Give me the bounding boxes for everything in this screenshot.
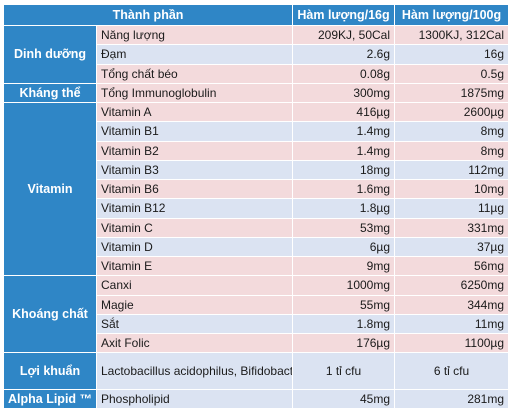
component-name: Vitamin E: [95, 255, 294, 277]
category-vitamin: Vitamin: [3, 101, 97, 277]
component-name: Canxi: [95, 275, 294, 296]
amount-100g: 8mg: [394, 121, 510, 142]
component-name: Phospholipid: [95, 388, 294, 410]
component-name: Vitamin B3: [95, 159, 294, 181]
amount-16g: 1.6mg: [292, 178, 396, 200]
table-row: Vitamin Vitamin A 416µg 2600µg: [3, 101, 510, 277]
table-body: Dinh dưỡng Năng lượng 209KJ, 50Cal 1300KJ, …: [3, 24, 510, 410]
amount-100g: 1300KJ, 312Cal: [394, 24, 510, 46]
table-row: Khoáng chất Canxi 1000mg 6250mg: [3, 275, 510, 354]
table-row: Vitamin C 53mg 331mg: [4, 217, 510, 238]
component-name: Lactobacillus acidophilus, Bifidobacteri…: [95, 352, 294, 390]
amount-16g: 1000mg: [292, 275, 396, 296]
amount-100g: 0.5g: [394, 63, 510, 84]
header-component: Thành phần: [2, 4, 294, 26]
table-row: Kháng thể Tổng Immunoglobulin 300mg 1875mg: [3, 82, 510, 104]
table-row: Đạm 2.6g 16g: [4, 44, 510, 65]
amount-100g: 281mg: [394, 388, 510, 410]
amount-16g: 300mg: [292, 82, 396, 104]
amount-16g: 1 tỉ cfu: [292, 352, 396, 390]
amount-16g: 176µg: [292, 332, 396, 354]
amount-16g: 53mg: [292, 217, 396, 238]
amount-100g: 6 tỉ cfu: [394, 352, 510, 390]
component-name: Tổng Immunoglobulin: [95, 82, 294, 104]
amount-100g: 10mg: [394, 178, 510, 200]
component-name: Tổng chất béo: [95, 63, 294, 84]
category-probiotics: Lợi khuẩn: [3, 352, 97, 390]
amount-16g: 9mg: [292, 255, 396, 277]
amount-16g: 55mg: [292, 294, 396, 315]
table-row: Vitamin E 9mg 56mg: [4, 255, 510, 277]
component-name: Vitamin B6: [95, 178, 294, 200]
header-amount-16g: Hàm lượng/16g: [292, 4, 396, 26]
component-name: Vitamin D: [95, 236, 294, 258]
amount-16g: 6µg: [292, 236, 396, 258]
amount-100g: 56mg: [394, 255, 510, 277]
amount-100g: 37µg: [394, 236, 510, 258]
amount-16g: 416µg: [292, 101, 396, 123]
component-name: Vitamin B2: [95, 140, 294, 161]
table-row: Vitamin B3 18mg 112mg: [4, 159, 510, 181]
table-row: Alpha Lipid ™ Phospholipid 45mg 281mg: [3, 388, 510, 410]
component-name: Vitamin C: [95, 217, 294, 238]
table-row: Tổng chất béo 0.08g 0.5g: [4, 63, 510, 84]
amount-16g: 2.6g: [292, 44, 396, 65]
table-row: Magie 55mg 344mg: [4, 294, 510, 315]
amount-16g: 1.4mg: [292, 140, 396, 161]
component-name: Năng lượng: [95, 24, 294, 46]
table-row: Lợi khuẩn Lactobacillus acidophilus, Bifi…: [3, 352, 510, 390]
amount-100g: 112mg: [394, 159, 510, 181]
component-name: Đạm: [95, 44, 294, 65]
table-row: Dinh dưỡng Năng lượng 209KJ, 50Cal 1300KJ, …: [3, 24, 510, 84]
amount-100g: 16g: [394, 44, 510, 65]
amount-16g: 18mg: [292, 159, 396, 181]
table-row: Vitamin B6 1.6mg 10mg: [4, 178, 510, 200]
header-amount-100g: Hàm lượng/100g: [394, 4, 510, 26]
amount-16g: 209KJ, 50Cal: [292, 24, 396, 46]
component-name: Sắt: [95, 313, 294, 335]
table-row: Axit Folic 176µg 1100µg: [4, 332, 510, 354]
category-antibody: Kháng thể: [3, 82, 97, 104]
table-row: Sắt 1.8mg 11mg: [4, 313, 510, 335]
amount-16g: 1.8µg: [292, 198, 396, 219]
table-header-row: Thành phần Hàm lượng/16g Hàm lượng/100g: [2, 4, 510, 26]
amount-16g: 1.8mg: [292, 313, 396, 335]
category-minerals: Khoáng chất: [3, 275, 97, 354]
amount-100g: 8mg: [394, 140, 510, 161]
amount-100g: 2600µg: [394, 101, 510, 123]
table-row: Vitamin B2 1.4mg 8mg: [4, 140, 510, 161]
component-name: Vitamin A: [95, 101, 294, 123]
amount-100g: 331mg: [394, 217, 510, 238]
category-alpha-lipid: Alpha Lipid ™: [3, 388, 97, 410]
amount-100g: 11µg: [394, 198, 510, 219]
nutrition-table: Thành phần Hàm lượng/16g Hàm lượng/100g …: [2, 4, 510, 410]
amount-100g: 1100µg: [394, 332, 510, 354]
component-name: Vitamin B1: [95, 121, 294, 142]
component-name: Vitamin B12: [95, 198, 294, 219]
table-row: Vitamin B12 1.8µg 11µg: [4, 198, 510, 219]
amount-100g: 344mg: [394, 294, 510, 315]
table-row: Vitamin B1 1.4mg 8mg: [4, 121, 510, 142]
amount-16g: 1.4mg: [292, 121, 396, 142]
component-name: Magie: [95, 294, 294, 315]
amount-16g: 45mg: [292, 388, 396, 410]
component-name: Axit Folic: [95, 332, 294, 354]
amount-100g: 11mg: [394, 313, 510, 335]
amount-16g: 0.08g: [292, 63, 396, 84]
amount-100g: 1875mg: [394, 82, 510, 104]
category-nutrition: Dinh dưỡng: [3, 25, 97, 84]
table-row: Vitamin D 6µg 37µg: [4, 236, 510, 258]
amount-100g: 6250mg: [394, 275, 510, 296]
